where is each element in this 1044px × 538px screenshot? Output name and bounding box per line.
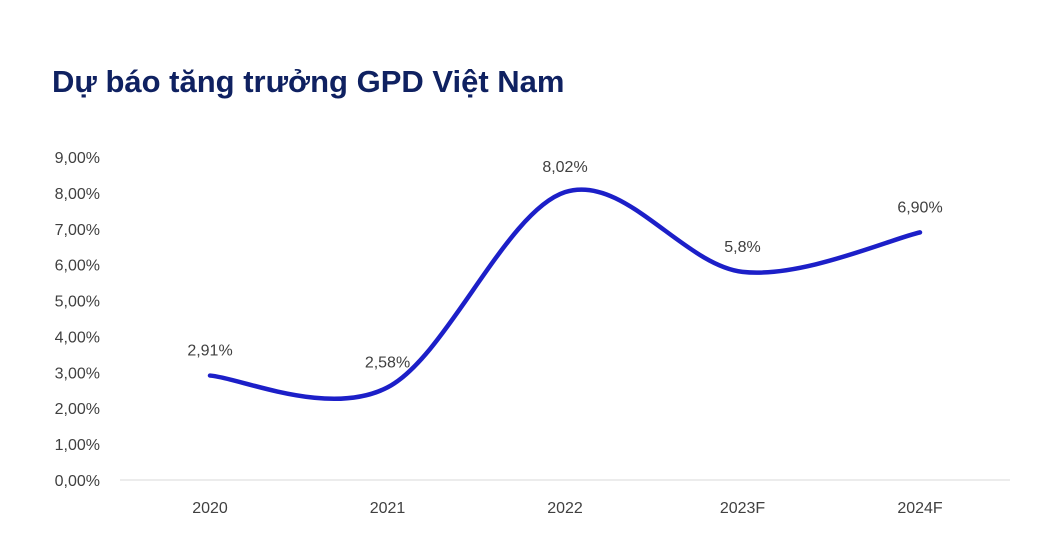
y-tick-label: 2,00% (55, 401, 100, 418)
series-line (207, 187, 923, 402)
x-tick-label: 2022 (547, 500, 583, 517)
data-label: 2,91% (187, 343, 232, 360)
x-tick-label: 2024F (897, 500, 943, 517)
chart-title: Dự báo tăng trưởng GPD Việt Nam (52, 64, 565, 99)
y-tick-label: 0,00% (55, 473, 100, 490)
y-tick-label: 4,00% (55, 329, 100, 346)
x-tick-label: 2021 (370, 500, 406, 517)
y-tick-label: 9,00% (55, 150, 100, 167)
y-tick-label: 7,00% (55, 222, 100, 239)
data-label: 5,8% (724, 239, 760, 256)
data-label: 8,02% (542, 159, 587, 176)
y-tick-label: 5,00% (55, 294, 100, 311)
x-tick-label: 2023F (720, 500, 766, 517)
y-tick-label: 1,00% (55, 437, 100, 454)
data-label: 6,90% (897, 199, 942, 216)
y-tick-label: 3,00% (55, 365, 100, 382)
y-tick-label: 8,00% (55, 186, 100, 203)
y-tick-label: 6,00% (55, 258, 100, 275)
data-label: 2,58% (365, 354, 410, 371)
x-tick-label: 2020 (192, 500, 228, 517)
